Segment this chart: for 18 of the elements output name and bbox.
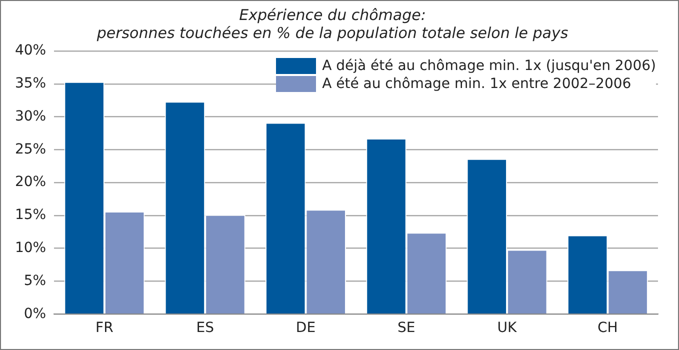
y-tick-label: 20% xyxy=(14,174,46,190)
legend-label: A déjà été au chômage min. 1x (jusqu'en 2006) xyxy=(322,57,656,75)
y-tick-label: 15% xyxy=(14,207,46,224)
x-tick-label: DE xyxy=(296,320,316,336)
x-tick-label: CH xyxy=(598,320,618,336)
y-tick-label: 25% xyxy=(14,141,46,158)
x-tick-label: FR xyxy=(96,320,114,336)
y-tick-label: 30% xyxy=(14,108,46,124)
x-tick-label: UK xyxy=(497,320,518,336)
chart-title: Expérience du chômage: personnes touchées en % de la population totale selon le pays xyxy=(96,6,568,42)
y-tick-label: 0% xyxy=(24,306,46,322)
y-tick-label: 5% xyxy=(24,272,46,289)
x-tick-label: SE xyxy=(398,320,416,336)
y-tick-label: 35% xyxy=(14,76,46,92)
x-tick-label: ES xyxy=(196,320,214,336)
legend-label: A été au chômage min. 1x entre 2002–2006 xyxy=(322,75,632,93)
y-tick-label: 10% xyxy=(14,240,46,256)
y-tick-label: 40% xyxy=(14,42,46,59)
